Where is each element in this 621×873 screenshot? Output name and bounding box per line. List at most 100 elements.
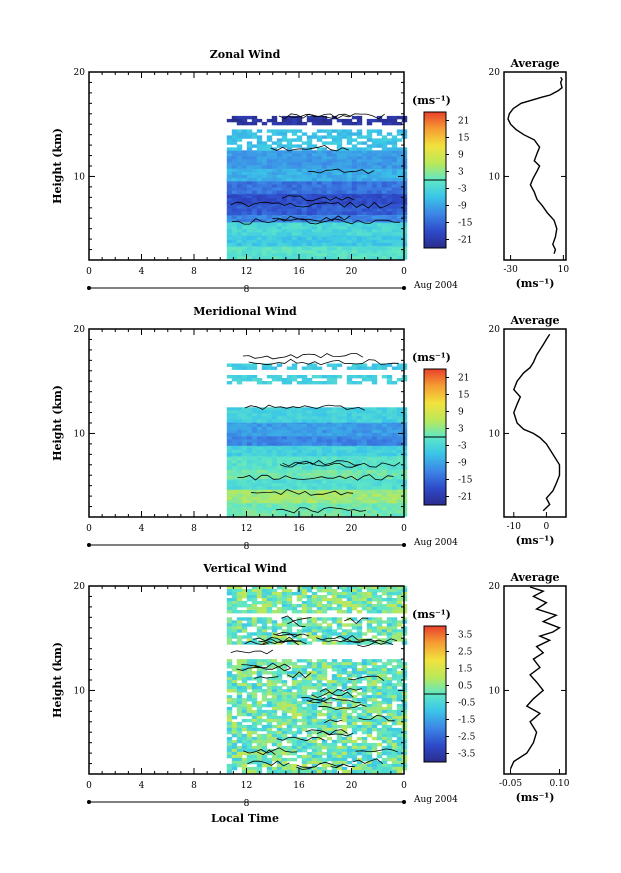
- heatmap-cell: [296, 472, 303, 477]
- heatmap-cell: [366, 510, 373, 514]
- heatmap-cell: [311, 195, 318, 199]
- heatmap-cell: [301, 748, 308, 753]
- heatmap-cell: [291, 247, 298, 251]
- heatmap-cell: [391, 469, 398, 474]
- heatmap-cell: [381, 460, 388, 464]
- heatmap-cell: [306, 499, 313, 504]
- heatmap-cell: [376, 141, 383, 145]
- heatmap-cell: [306, 423, 313, 428]
- heatmap-cell: [341, 449, 348, 454]
- heatmap-cell: [276, 626, 283, 630]
- heatmap-cell: [261, 449, 268, 454]
- heatmap-cell: [376, 677, 383, 681]
- heatmap-cell: [316, 469, 323, 474]
- heatmap-cell: [286, 626, 293, 630]
- heatmap-cell: [241, 452, 248, 457]
- heatmap-cell: [301, 121, 308, 126]
- heatmap-cell: [336, 242, 343, 247]
- heatmap-cell: [296, 223, 303, 227]
- heatmap-cell: [311, 513, 318, 517]
- heatmap-cell: [391, 416, 398, 420]
- heatmap-cell: [376, 253, 383, 257]
- heatmap-cell: [281, 757, 288, 762]
- heatmap-cell: [261, 469, 268, 474]
- heatmap-cell: [391, 677, 398, 681]
- heatmap-cell: [261, 617, 268, 621]
- heatmap-cell: [246, 730, 253, 735]
- heatmap-cell: [326, 141, 333, 145]
- heatmap-cell: [396, 172, 403, 176]
- heatmap-cell: [361, 475, 368, 480]
- heatmap-cell: [286, 226, 293, 230]
- heatmap-cell: [251, 638, 258, 642]
- heatmap-cell: [241, 739, 248, 744]
- heatmap-cell: [256, 439, 263, 443]
- heatmap-cell: [306, 159, 313, 163]
- heatmap-cell: [371, 236, 378, 241]
- heatmap-cell: [281, 727, 288, 732]
- heatmap-cell: [241, 659, 248, 663]
- heatmap-cell: [286, 256, 293, 260]
- heatmap-cell: [286, 413, 293, 417]
- heatmap-cell: [366, 378, 373, 382]
- heatmap-cell: [251, 469, 258, 474]
- heatmap-cell: [321, 742, 328, 747]
- heatmap-cell: [381, 410, 388, 414]
- heatmap-cell: [311, 150, 318, 154]
- heatmap-cell: [366, 223, 373, 227]
- heatmap-cell: [381, 250, 388, 254]
- heatmap-cell: [246, 683, 253, 687]
- heatmap-cell: [276, 250, 283, 254]
- heatmap-cell: [306, 721, 313, 726]
- heatmap-cell: [301, 410, 308, 414]
- heatmap-cell: [271, 692, 278, 696]
- heatmap-cell: [251, 211, 258, 215]
- heatmap-cell: [371, 686, 378, 690]
- heatmap-cell: [391, 159, 398, 163]
- heatmap-cell: [341, 683, 348, 687]
- heatmap-cell: [341, 659, 348, 663]
- heatmap-cell: [261, 169, 268, 173]
- heatmap-cell: [301, 513, 308, 517]
- heatmap-cell: [276, 680, 283, 684]
- heatmap-cell: [286, 504, 293, 508]
- heatmap-cell: [341, 216, 348, 220]
- x-tick-label: 20: [346, 524, 358, 534]
- heatmap-cell: [306, 407, 313, 411]
- heatmap-cell: [296, 187, 303, 191]
- heatmap-cell: [391, 513, 398, 517]
- heatmap-cell: [341, 730, 348, 735]
- heatmap-cell: [256, 754, 263, 759]
- heatmap-cell: [236, 256, 243, 260]
- heatmap-cell: [336, 709, 343, 714]
- heatmap-cell: [391, 162, 398, 166]
- heatmap-cell: [226, 493, 233, 498]
- heatmap-cell: [366, 689, 373, 693]
- heatmap-cell: [371, 513, 378, 517]
- heatmap-cell: [271, 436, 278, 440]
- heatmap-cell: [326, 375, 333, 379]
- heatmap-cell: [376, 159, 383, 163]
- heatmap-cell: [316, 256, 323, 260]
- heatmap-cell: [351, 250, 358, 254]
- heatmap-cell: [331, 156, 338, 160]
- heatmap-cell: [271, 700, 278, 705]
- heatmap-cell: [301, 436, 308, 440]
- heatmap-cell: [366, 247, 373, 251]
- heatmap-cell: [271, 665, 278, 669]
- heatmap-cell: [266, 226, 273, 230]
- colorbar-unit: (ms⁻¹): [412, 94, 451, 107]
- heatmap-cell: [286, 138, 293, 142]
- heatmap-cell: [246, 483, 253, 487]
- heatmap-cell: [241, 724, 248, 729]
- heatmap-cell: [231, 721, 238, 726]
- heatmap-cell: [361, 739, 368, 744]
- heatmap-cell: [226, 709, 233, 714]
- heatmap-cell: [361, 442, 368, 446]
- heatmap-cell: [301, 236, 308, 241]
- heatmap-cell: [271, 449, 278, 454]
- heatmap-cell: [276, 457, 283, 461]
- heatmap-cell: [251, 662, 258, 666]
- heatmap-cell: [251, 748, 258, 753]
